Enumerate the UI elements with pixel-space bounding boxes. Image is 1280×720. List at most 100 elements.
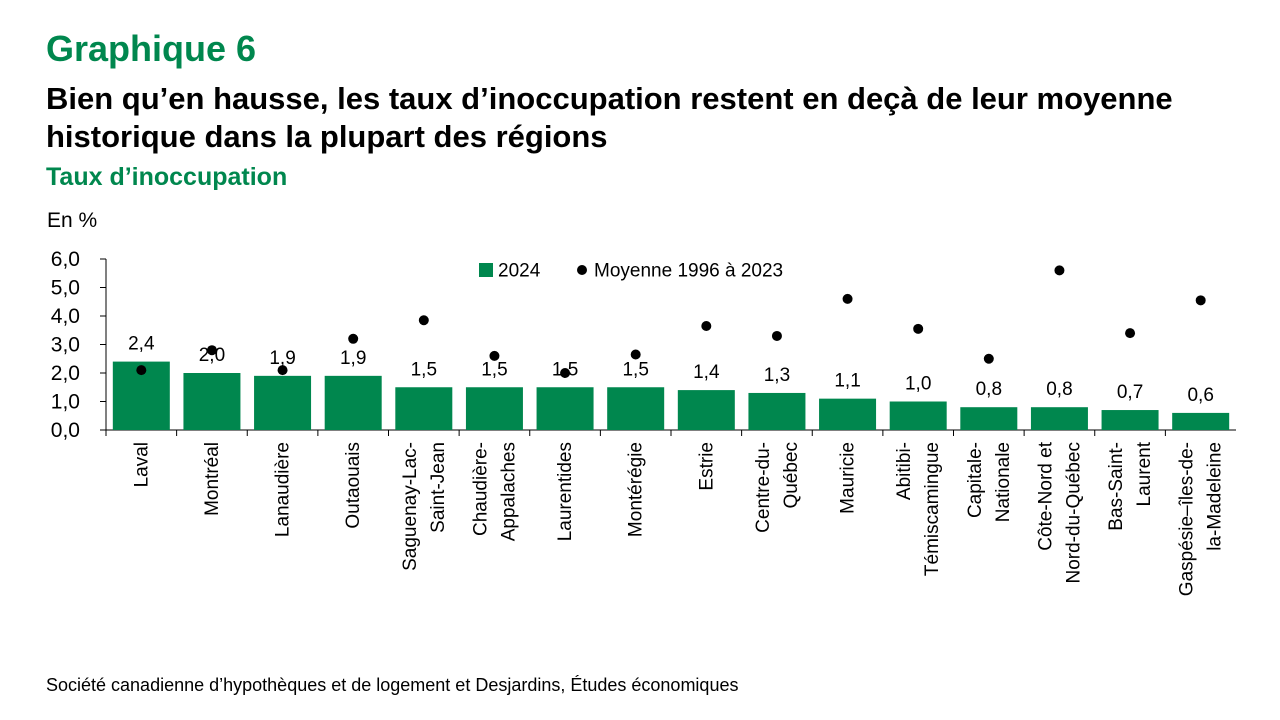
x-category-label-line: Montréal <box>202 442 223 516</box>
legend: 2024 Moyenne 1996 à 2023 <box>479 261 783 282</box>
average-dot <box>983 353 994 364</box>
bar-value-label: 0,6 <box>1187 385 1213 406</box>
average-dot <box>277 365 288 376</box>
bar-2024 <box>607 387 665 430</box>
bar-value-label: 1,9 <box>340 348 366 369</box>
bar-2024 <box>889 401 947 430</box>
x-category-label-line: Gaspésie–îles-de- <box>1177 442 1198 596</box>
x-category-label: Estrie <box>696 442 717 491</box>
bar-2024 <box>465 387 523 430</box>
x-category-label-line: Nord-du-Québec <box>1063 442 1084 584</box>
x-category-label-line: Capitale- <box>965 442 986 518</box>
bar-value-label: 1,0 <box>905 374 931 395</box>
bar-2024 <box>183 373 241 430</box>
x-category-label-line: Laval <box>131 442 152 487</box>
x-category-label-line: Témiscamingue <box>922 442 943 576</box>
x-category-label: Bas-Saint- Laurent <box>1106 441 1155 530</box>
average-dot <box>560 368 571 378</box>
bar-2024 <box>536 387 594 430</box>
x-category-label: Outaouais <box>343 442 364 529</box>
bar-2024 <box>960 407 1018 430</box>
x-category-label: Lanaudière <box>273 442 294 537</box>
average-dot <box>842 293 853 304</box>
x-category-label-line: Appalaches <box>498 442 519 541</box>
average-dot <box>630 349 641 360</box>
x-category-label: Montérégie <box>626 442 647 537</box>
figure-number: Graphique 6 <box>46 28 257 69</box>
x-category-label: Centre-du- Québec <box>753 442 802 533</box>
x-category-label-line: Québec <box>781 442 802 509</box>
average-dot <box>206 345 217 356</box>
x-category-label-line: Abitibi- <box>894 442 915 500</box>
bar-value-label: 1,5 <box>411 359 437 380</box>
x-category-label-line: Saint-Jean <box>428 442 449 533</box>
bar-value-label: 0,8 <box>976 379 1002 400</box>
x-category-label-line: Chaudière- <box>470 442 491 536</box>
bar-value-label: 1,4 <box>693 362 720 383</box>
bar-value-label: 1,9 <box>269 348 295 369</box>
x-category-label: Laval <box>131 442 152 487</box>
bar-2024 <box>1172 412 1230 430</box>
x-category-label: Laurentides <box>555 442 576 541</box>
legend-label-2024: 2024 <box>498 261 541 282</box>
x-category-label-line: Estrie <box>696 442 717 491</box>
y-tick-label: 2,0 <box>51 362 80 385</box>
bar-value-label: 1,5 <box>481 359 507 380</box>
average-dot <box>348 333 359 344</box>
average-dot <box>701 320 712 331</box>
bar-value-label: 1,1 <box>834 371 860 392</box>
legend-swatch-dot <box>577 265 587 275</box>
average-dot <box>489 350 500 361</box>
bar-value-label: 2,0 <box>199 345 225 366</box>
x-category-label-line: Laurentides <box>555 442 576 541</box>
x-category-label: Capitale- Nationale <box>965 442 1014 522</box>
x-category-label: Chaudière- Appalaches <box>470 442 519 541</box>
x-category-label-line: Outaouais <box>343 442 364 529</box>
bar-2024 <box>819 398 877 430</box>
average-dot <box>1125 328 1136 339</box>
x-category-label-line: Centre-du- <box>753 442 774 533</box>
y-tick-label: 3,0 <box>51 334 80 357</box>
x-category-label-line: Bas-Saint- <box>1106 442 1127 531</box>
bar-value-label: 0,8 <box>1046 379 1072 400</box>
x-category-label: Gaspésie–îles-de-la-Madeleine <box>1177 442 1226 596</box>
x-category-label-line: Nationale <box>993 442 1014 522</box>
x-category-label: Montréal <box>202 442 223 516</box>
y-tick-label: 0,0 <box>51 419 80 442</box>
chart-subtitle: Taux d’inoccupation <box>46 163 288 191</box>
y-tick-label: 1,0 <box>51 391 80 414</box>
x-category-label: Saguenay-Lac- Saint-Jean <box>400 442 449 571</box>
bar-2024 <box>1030 407 1088 430</box>
y-tick-label: 6,0 <box>51 248 80 271</box>
bar-2024 <box>324 375 382 430</box>
legend-label-average: Moyenne 1996 à 2023 <box>594 261 783 282</box>
y-unit-label: En % <box>47 209 97 232</box>
x-category-label-line: Montérégie <box>626 442 647 537</box>
average-dot <box>1195 295 1206 306</box>
source-note: Société canadienne d’hypothèques et de l… <box>46 675 739 695</box>
chart-title: Bien qu’en hausse, les taux d’inoccupati… <box>46 81 1173 154</box>
legend-swatch-bar <box>479 263 493 277</box>
x-category-label: Abitibi- Témiscamingue <box>894 442 943 576</box>
bar-2024 <box>1101 410 1159 430</box>
x-category-label: Mauricie <box>838 442 859 514</box>
average-dot <box>418 315 429 326</box>
average-dot <box>136 365 147 376</box>
x-category-label-line: Côte-Nord et <box>1035 441 1056 550</box>
average-dot <box>913 323 924 334</box>
y-tick-label: 4,0 <box>51 305 80 328</box>
bar-2024 <box>395 387 453 430</box>
x-category-label-line: la-Madeleine <box>1205 442 1226 551</box>
bar-value-label: 1,5 <box>622 359 648 380</box>
x-category-label-line: Lanaudière <box>273 442 294 537</box>
x-category-label-line: Mauricie <box>838 442 859 514</box>
bar-2024 <box>254 375 312 430</box>
x-category-label-line: Saguenay-Lac- <box>400 442 421 571</box>
x-category-label: Côte-Nord et Nord-du-Québec <box>1035 441 1084 583</box>
average-dot <box>1054 265 1065 276</box>
bar-value-label: 2,4 <box>128 334 155 355</box>
bar-2024 <box>677 390 735 430</box>
bar-2024 <box>748 392 806 430</box>
average-dot <box>771 330 782 341</box>
